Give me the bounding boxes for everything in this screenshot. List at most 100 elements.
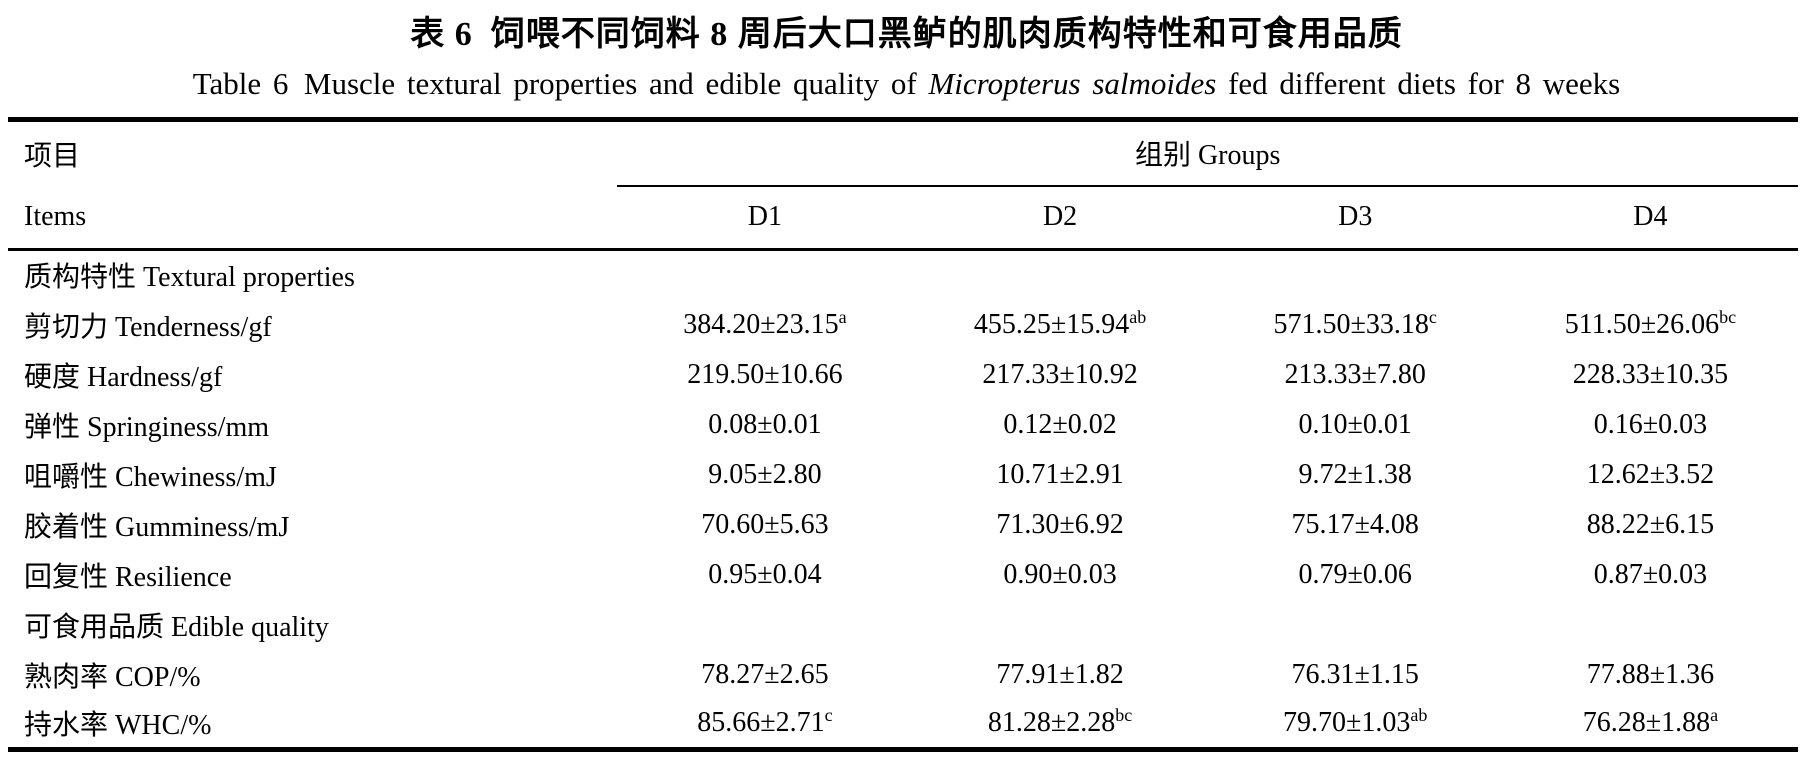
row-label: 回复性 Resilience [24, 561, 232, 593]
value-text: 71.30±6.92 [996, 508, 1124, 540]
table-header: 项目 Items 组别 Groups D1 D2 D3 D4 [8, 119, 1798, 251]
cell-value: 81.28±2.28bc [912, 700, 1207, 750]
significance-superscript: a [838, 306, 847, 327]
table-row-chewiness: 咀嚼性 Chewiness/mJ 9.05±2.80 10.71±2.91 9.… [8, 450, 1798, 500]
value-text: 10.71±2.91 [996, 458, 1124, 490]
cell-value: 0.16±0.03 [1503, 400, 1798, 450]
section-row-edible-quality: 可食用品质 Edible quality [8, 600, 1798, 650]
cell-empty [617, 600, 912, 650]
cell-value: 9.05±2.80 [617, 450, 912, 500]
table-title-zh: 表 6 饲喂不同饲料 8 周后大口黑鲈的肌肉质构特性和可食用品质 [410, 15, 1403, 53]
table-title-en: Table 6 Muscle textural properties and e… [193, 65, 1621, 102]
cell-value: 511.50±26.06bc [1503, 300, 1798, 350]
value-text: 76.28±1.88 [1582, 707, 1711, 739]
species-name-italic: Micropterus salmoides [928, 66, 1217, 102]
row-label: 弹性 Springiness/mm [24, 411, 270, 443]
significance-superscript: bc [1115, 705, 1133, 726]
value-text: 76.31±1.15 [1291, 658, 1419, 690]
row-label: 咀嚼性 Chewiness/mJ [24, 461, 277, 493]
value-text: 0.79±0.06 [1298, 558, 1412, 590]
header-col-d2: D2 [912, 185, 1208, 251]
table-row-springiness: 弹性 Springiness/mm 0.08±0.01 0.12±0.02 0.… [8, 400, 1798, 450]
cell-value: 77.88±1.36 [1503, 650, 1798, 700]
value-text: 75.17±4.08 [1291, 508, 1419, 540]
header-groups-cell: 组别 Groups [617, 119, 1798, 187]
table-body: 质构特性 Textural properties 剪切力 Tenderness/… [8, 250, 1798, 750]
value-text: 77.91±1.82 [996, 658, 1124, 690]
header-items-zh: 项目 [24, 140, 81, 172]
table-row-cop: 熟肉率 COP/% 78.27±2.65 77.91±1.82 76.31±1.… [8, 650, 1798, 700]
cell-empty [617, 250, 912, 300]
value-text: 219.50±10.66 [687, 358, 843, 390]
value-text: 217.33±10.92 [982, 358, 1138, 390]
significance-superscript: c [1428, 306, 1437, 327]
cell-value: 213.33±7.80 [1208, 350, 1503, 400]
cell-value: 0.95±0.04 [617, 550, 912, 600]
significance-superscript: a [1710, 705, 1719, 726]
cell-value: 75.17±4.08 [1208, 500, 1503, 550]
table-row-gumminess: 胶着性 Gumminess/mJ 70.60±5.63 71.30±6.92 7… [8, 500, 1798, 550]
significance-superscript: c [824, 705, 833, 726]
cell-value: 217.33±10.92 [912, 350, 1207, 400]
cell-value: 228.33±10.35 [1503, 350, 1798, 400]
results-table: 项目 Items 组别 Groups D1 D2 D3 D4 质构特性 Text… [8, 117, 1798, 752]
section-label: 质构特性 Textural properties [24, 262, 355, 294]
value-text: 384.20±23.15 [683, 308, 839, 340]
header-col-d1: D1 [617, 185, 913, 251]
cell-empty [1503, 600, 1798, 650]
cell-value: 79.70±1.03ab [1208, 700, 1503, 750]
cell-value: 571.50±33.18c [1208, 300, 1503, 350]
section-label: 可食用品质 Edible quality [24, 611, 329, 643]
value-text: 0.08±0.01 [708, 408, 822, 440]
cell-value: 88.22±6.15 [1503, 500, 1798, 550]
value-text: 0.10±0.01 [1298, 408, 1412, 440]
value-text: 0.12±0.02 [1003, 408, 1117, 440]
row-label: 剪切力 Tenderness/gf [24, 311, 272, 343]
value-text: 9.72±1.38 [1298, 458, 1412, 490]
header-items-cell: 项目 Items [8, 119, 618, 251]
value-text: 88.22±6.15 [1586, 508, 1715, 540]
value-text: 12.62±3.52 [1586, 458, 1715, 490]
significance-superscript: ab [1410, 705, 1428, 726]
cell-empty [912, 250, 1207, 300]
row-label: 胶着性 Gumminess/mJ [24, 511, 290, 543]
value-text: 77.88±1.36 [1586, 658, 1715, 690]
cell-empty [912, 600, 1207, 650]
cell-value: 77.91±1.82 [912, 650, 1207, 700]
table-row-hardness: 硬度 Hardness/gf 219.50±10.66 217.33±10.92… [8, 350, 1798, 400]
cell-value: 455.25±15.94ab [912, 300, 1207, 350]
header-col-d3: D3 [1207, 185, 1503, 251]
table-title-en-prefix: Table 6 Muscle textural properties and e… [192, 66, 929, 102]
cell-value: 78.27±2.65 [617, 650, 912, 700]
row-label: 硬度 Hardness/gf [24, 361, 223, 393]
significance-superscript: ab [1129, 306, 1147, 327]
value-text: 511.50±26.06 [1564, 308, 1720, 340]
cell-value: 0.90±0.03 [912, 550, 1207, 600]
value-text: 0.16±0.03 [1593, 408, 1708, 440]
table-title-en-suffix: fed different diets for 8 weeks [1216, 66, 1621, 102]
cell-value: 0.10±0.01 [1208, 400, 1503, 450]
cell-empty [1503, 250, 1798, 300]
row-label: 熟肉率 COP/% [24, 661, 201, 693]
cell-value: 12.62±3.52 [1503, 450, 1798, 500]
table-row-whc: 持水率 WHC/% 85.66±2.71c 81.28±2.28bc 79.70… [8, 700, 1798, 750]
significance-superscript: bc [1719, 306, 1737, 327]
cell-value: 0.87±0.03 [1503, 550, 1798, 600]
value-text: 79.70±1.03 [1283, 707, 1411, 739]
table-row-tenderness: 剪切力 Tenderness/gf 384.20±23.15a 455.25±1… [8, 300, 1798, 350]
value-text: 85.66±2.71 [697, 707, 825, 739]
header-col-d4: D4 [1502, 185, 1798, 251]
cell-value: 71.30±6.92 [912, 500, 1207, 550]
value-text: 81.28±2.28 [987, 707, 1116, 739]
value-text: 455.25±15.94 [973, 308, 1130, 340]
value-text: 571.50±33.18 [1273, 308, 1429, 340]
value-text: 70.60±5.63 [701, 508, 829, 540]
cell-value: 76.31±1.15 [1208, 650, 1503, 700]
value-text: 0.90±0.03 [1003, 558, 1117, 590]
table-caption: 表 6 饲喂不同饲料 8 周后大口黑鲈的肌肉质构特性和可食用品质 Table 6… [0, 0, 1813, 117]
row-label: 持水率 WHC/% [24, 710, 212, 742]
cell-value: 10.71±2.91 [912, 450, 1207, 500]
cell-value: 9.72±1.38 [1208, 450, 1503, 500]
section-row-textural: 质构特性 Textural properties [8, 250, 1798, 300]
value-text: 228.33±10.35 [1572, 358, 1729, 390]
